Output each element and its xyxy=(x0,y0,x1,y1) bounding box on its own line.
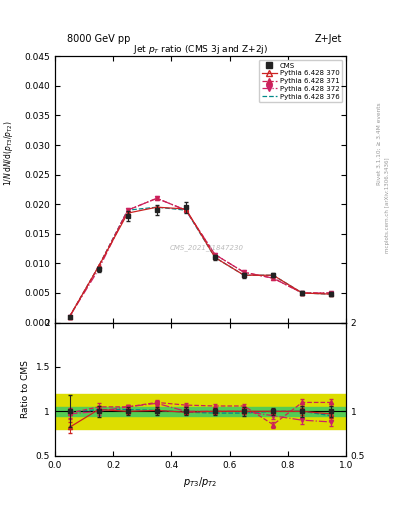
Y-axis label: Ratio to CMS: Ratio to CMS xyxy=(21,360,30,418)
Title: Jet $p_T$ ratio (CMS 3j and Z+2j): Jet $p_T$ ratio (CMS 3j and Z+2j) xyxy=(133,43,268,56)
Bar xyxy=(55,394,346,429)
Text: 8000 GeV pp: 8000 GeV pp xyxy=(67,33,130,44)
Text: mcplots.cern.ch [arXiv:1306.3436]: mcplots.cern.ch [arXiv:1306.3436] xyxy=(385,157,389,252)
Text: CMS_2021_I1847230: CMS_2021_I1847230 xyxy=(169,245,243,251)
Legend: CMS, Pythia 6.428 370, Pythia 6.428 371, Pythia 6.428 372, Pythia 6.428 376: CMS, Pythia 6.428 370, Pythia 6.428 371,… xyxy=(259,60,342,102)
X-axis label: $p_{T3}/p_{T2}$: $p_{T3}/p_{T2}$ xyxy=(183,475,218,489)
Bar xyxy=(55,407,346,416)
Text: Rivet 3.1.10; ≥ 3.4M events: Rivet 3.1.10; ≥ 3.4M events xyxy=(377,102,382,185)
Text: $1/N\,\mathrm{d}N/\mathrm{d}(p_{T3}/p_{T2})$: $1/N\,\mathrm{d}N/\mathrm{d}(p_{T3}/p_{T… xyxy=(2,121,15,186)
Text: Z+Jet: Z+Jet xyxy=(314,33,342,44)
